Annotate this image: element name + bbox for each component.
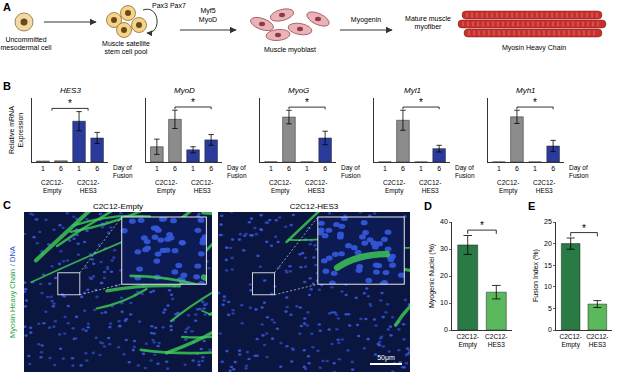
svg-text:Day ofFusion: Day ofFusion bbox=[341, 164, 361, 179]
svg-text:MyoG: MyoG bbox=[288, 86, 309, 95]
svg-text:C: C bbox=[3, 199, 11, 211]
svg-text:Day ofFusion: Day ofFusion bbox=[455, 164, 475, 179]
svg-text:Myh1: Myh1 bbox=[516, 86, 536, 95]
svg-text:*: * bbox=[533, 97, 537, 108]
svg-text:30: 30 bbox=[440, 245, 448, 252]
svg-text:1: 1 bbox=[269, 165, 273, 172]
svg-text:B: B bbox=[3, 80, 11, 92]
svg-text:15: 15 bbox=[544, 262, 552, 269]
svg-text:Myogenic Nuclei (%): Myogenic Nuclei (%) bbox=[428, 244, 436, 308]
svg-text:1: 1 bbox=[191, 165, 195, 172]
svg-text:C2C12-HES3: C2C12-HES3 bbox=[191, 179, 213, 194]
svg-text:C2C12-Empty: C2C12-Empty bbox=[155, 179, 177, 195]
svg-text:0: 0 bbox=[444, 326, 448, 333]
svg-text:A: A bbox=[3, 1, 11, 13]
svg-text:1: 1 bbox=[305, 165, 309, 172]
svg-text:C2C12-Empty: C2C12-Empty bbox=[559, 333, 581, 349]
svg-text:*: * bbox=[582, 223, 586, 234]
svg-text:C2C12-Empty: C2C12-Empty bbox=[383, 179, 405, 195]
svg-text:HES3: HES3 bbox=[60, 86, 81, 95]
svg-text:6: 6 bbox=[95, 165, 99, 172]
svg-text:Muscle myoblast: Muscle myoblast bbox=[264, 46, 316, 54]
svg-text:Myl1: Myl1 bbox=[404, 86, 421, 95]
svg-text:6: 6 bbox=[209, 165, 213, 172]
svg-text:Fusion Index (%): Fusion Index (%) bbox=[532, 249, 540, 302]
svg-text:C2C12-HES3: C2C12-HES3 bbox=[485, 333, 507, 348]
svg-text:5: 5 bbox=[548, 305, 552, 312]
svg-text:Mature musclemyofiber: Mature musclemyofiber bbox=[405, 15, 451, 31]
svg-text:1: 1 bbox=[383, 165, 387, 172]
svg-text:0: 0 bbox=[548, 326, 552, 333]
svg-text:6: 6 bbox=[551, 165, 555, 172]
svg-text:C2C12-Empty: C2C12-Empty bbox=[497, 179, 519, 195]
svg-text:6: 6 bbox=[173, 165, 177, 172]
svg-text:1: 1 bbox=[77, 165, 81, 172]
svg-text:C2C12-HES3: C2C12-HES3 bbox=[305, 179, 327, 194]
svg-text:D: D bbox=[424, 200, 432, 212]
svg-text:1: 1 bbox=[41, 165, 45, 172]
svg-text:*: * bbox=[305, 97, 309, 108]
svg-text:6: 6 bbox=[59, 165, 63, 172]
svg-text:Day ofFusion: Day ofFusion bbox=[569, 164, 589, 179]
svg-text:20: 20 bbox=[440, 272, 448, 279]
svg-text:1: 1 bbox=[497, 165, 501, 172]
svg-text:C2C12-Empty: C2C12-Empty bbox=[93, 202, 143, 211]
svg-text:25: 25 bbox=[544, 218, 552, 225]
svg-text:C2C12-HES3: C2C12-HES3 bbox=[290, 202, 339, 211]
svg-text:1: 1 bbox=[533, 165, 537, 172]
svg-text:1: 1 bbox=[419, 165, 423, 172]
svg-text:Muscle satellitestem cell pool: Muscle satellitestem cell pool bbox=[102, 40, 150, 56]
svg-text:6: 6 bbox=[401, 165, 405, 172]
svg-text:Myogenin: Myogenin bbox=[351, 16, 381, 24]
svg-text:Pax3 Pax7: Pax3 Pax7 bbox=[152, 2, 186, 9]
svg-text:MyoD: MyoD bbox=[174, 86, 195, 95]
svg-text:1: 1 bbox=[155, 165, 159, 172]
svg-text:40: 40 bbox=[440, 218, 448, 225]
svg-text:50μm: 50μm bbox=[377, 354, 395, 362]
svg-text:10: 10 bbox=[440, 299, 448, 306]
svg-text:Day ofFusion: Day ofFusion bbox=[227, 164, 247, 179]
svg-text:C2C12-Empty: C2C12-Empty bbox=[457, 333, 479, 349]
svg-text:C2C12-HES3: C2C12-HES3 bbox=[586, 333, 608, 348]
svg-text:*: * bbox=[68, 98, 72, 109]
svg-text:C2C12-Empty: C2C12-Empty bbox=[41, 179, 63, 195]
svg-text:Myf5: Myf5 bbox=[200, 7, 215, 15]
svg-text:6: 6 bbox=[287, 165, 291, 172]
svg-text:C2C12-HES3: C2C12-HES3 bbox=[533, 179, 555, 194]
svg-text:Myosin Heavy Chain/ DNA: Myosin Heavy Chain/ DNA bbox=[8, 246, 17, 338]
svg-text:Myosin Heavy Chain: Myosin Heavy Chain bbox=[502, 44, 566, 52]
svg-text:Day ofFusion: Day ofFusion bbox=[113, 164, 133, 179]
svg-text:Relative mRNAExpression: Relative mRNAExpression bbox=[8, 106, 25, 154]
svg-text:C2C12-HES3: C2C12-HES3 bbox=[77, 179, 99, 194]
svg-text:Uncommittedmesodermal cell: Uncommittedmesodermal cell bbox=[1, 36, 52, 51]
svg-text:10: 10 bbox=[544, 283, 552, 290]
svg-text:6: 6 bbox=[437, 165, 441, 172]
svg-text:*: * bbox=[480, 220, 484, 231]
svg-text:6: 6 bbox=[515, 165, 519, 172]
svg-text:C2C12-Empty: C2C12-Empty bbox=[269, 179, 291, 195]
svg-text:*: * bbox=[419, 97, 423, 108]
svg-text:6: 6 bbox=[323, 165, 327, 172]
svg-text:MyoD: MyoD bbox=[199, 16, 217, 24]
svg-text:20: 20 bbox=[544, 240, 552, 247]
svg-text:E: E bbox=[528, 200, 535, 212]
svg-text:*: * bbox=[191, 97, 195, 108]
svg-text:C2C12-HES3: C2C12-HES3 bbox=[419, 179, 441, 194]
